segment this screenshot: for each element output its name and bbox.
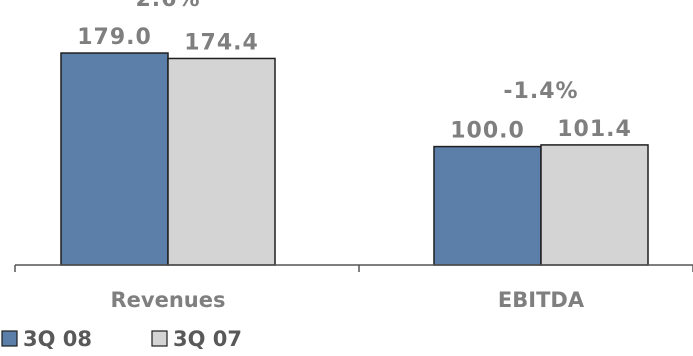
category-label-revenues: Revenues bbox=[111, 288, 226, 312]
legend: 3Q 08 3Q 07 bbox=[1, 327, 242, 351]
legend-label-3q-07: 3Q 07 bbox=[173, 327, 242, 351]
data-label-ebitda-3q-07: 101.4 bbox=[557, 117, 632, 142]
legend-swatch-3q-08 bbox=[1, 330, 18, 347]
legend-label-3q-08: 3Q 08 bbox=[23, 327, 92, 351]
change-annotation-ebitda: -1.4% bbox=[503, 79, 578, 104]
bars-group bbox=[60, 52, 649, 266]
data-label-ebitda-3q-08: 100.0 bbox=[450, 119, 525, 144]
bar-revenues-3q-07 bbox=[167, 57, 276, 266]
data-label-revenues-3q-07: 174.4 bbox=[184, 30, 259, 55]
bar-ebitda-3q-08 bbox=[433, 145, 542, 266]
change-annotation-revenues: 2.6% bbox=[135, 0, 200, 12]
legend-swatch-3q-07 bbox=[151, 330, 168, 347]
category-label-ebitda: EBITDA bbox=[498, 288, 585, 312]
legend-item-3q-07: 3Q 07 bbox=[151, 327, 242, 351]
x-axis bbox=[14, 264, 693, 272]
bar-ebitda-3q-07 bbox=[540, 144, 649, 266]
data-label-revenues-3q-08: 179.0 bbox=[77, 25, 152, 50]
legend-item-3q-08: 3Q 08 bbox=[1, 327, 92, 351]
labels-group: 179.0 174.4 2.6% Revenues 100.0 101.4 -1.4% EBI… bbox=[77, 0, 632, 312]
bar-revenues-3q-08 bbox=[60, 52, 169, 266]
